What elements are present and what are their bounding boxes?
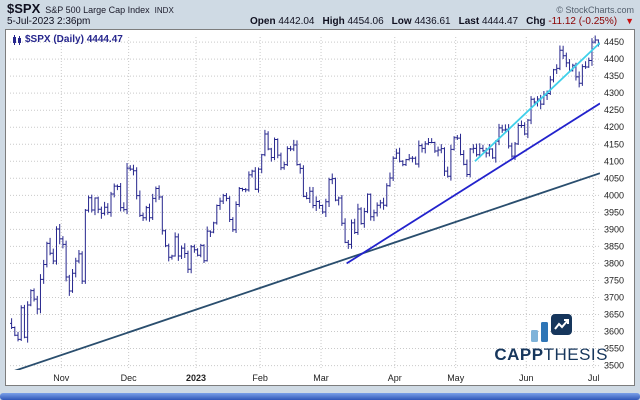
high-value: 4454.06 <box>347 16 384 27</box>
y-axis-label: 3650 <box>604 310 624 320</box>
y-axis-label: 4250 <box>604 105 624 115</box>
y-axis-label: 3550 <box>604 344 624 354</box>
y-axis-label: 4100 <box>604 156 624 166</box>
y-axis-label: 3800 <box>604 258 624 268</box>
down-arrow-icon: ▼ <box>625 16 634 26</box>
chart-panel: 4450 4400 4350 4300 4250 4200 4150 4100 4050 4000… <box>5 29 635 386</box>
x-axis-label: Jul <box>588 373 600 383</box>
logo-text-thesis: THESIS <box>543 345 608 364</box>
ohlc-quote: Open 4442.04 High 4454.06 Low 4436.61 La… <box>250 16 634 27</box>
series-label-text: $SPX (Daily) 4444.47 <box>25 34 123 45</box>
symbol: $SPX <box>7 1 41 16</box>
x-axis-label: Mar <box>313 373 329 383</box>
open-label: Open <box>250 16 276 27</box>
y-axis-label: 3850 <box>604 241 624 251</box>
quote-high: High 4454.06 <box>323 16 384 27</box>
y-axis-label: 4200 <box>604 122 624 132</box>
price-series <box>10 35 600 343</box>
y-axis-label: 3750 <box>604 275 624 285</box>
x-axis-label: May <box>447 373 465 383</box>
candlestick-icon <box>13 34 21 45</box>
x-axis-label: Dec <box>121 373 138 383</box>
y-axis-label: 3950 <box>604 207 624 217</box>
high-label: High <box>322 16 345 27</box>
long-term-trendline <box>14 172 600 370</box>
x-axis-label: Feb <box>252 373 268 383</box>
y-axis-label: 4300 <box>604 88 624 98</box>
x-axis-label: Nov <box>53 373 70 383</box>
short-term-trendline <box>474 42 600 162</box>
quote-last: Last 4444.47 <box>459 16 519 27</box>
cappthesis-logo-icon <box>531 314 573 342</box>
y-axis-label: 4450 <box>604 37 624 47</box>
quote-low: Low 4436.61 <box>392 16 451 27</box>
stockcharts-copyright-link[interactable]: © StockCharts.com <box>556 5 634 15</box>
datetime: 5-Jul-2023 2:36pm <box>7 16 91 27</box>
low-value: 4436.61 <box>414 16 451 27</box>
y-axis-label: 3700 <box>604 292 624 302</box>
chg-value: -11.12 (-0.25%) <box>548 16 618 27</box>
quote-change: Chg -11.12 (-0.25%) <box>526 16 617 27</box>
y-axis-label: 4000 <box>604 190 624 200</box>
exchange-label: INDX <box>154 6 174 15</box>
y-axis-label: 4350 <box>604 71 624 81</box>
logo-text-capp: CAPP <box>494 345 544 364</box>
x-axis-label: Jun <box>519 373 534 383</box>
medium-term-trendline <box>346 102 600 265</box>
chg-label: Chg <box>526 16 546 27</box>
bottom-scrollbar[interactable] <box>0 393 640 400</box>
open-value: 4442.04 <box>278 16 315 27</box>
cappthesis-logo-text: CAPPTHESIS <box>494 345 608 365</box>
plot-area <box>10 35 600 370</box>
y-axis-label: 4400 <box>604 54 624 64</box>
x-axis-label: 2023 <box>186 373 206 383</box>
cappthesis-logo: CAPPTHESIS <box>494 313 608 365</box>
quote-bar: 5-Jul-2023 2:36pm Open 4442.04 High 4454… <box>7 16 634 27</box>
y-axis-label: 3900 <box>604 224 624 234</box>
x-axis-label: Apr <box>388 373 402 383</box>
low-label: Low <box>391 16 412 27</box>
series-label: $SPX (Daily) 4444.47 <box>13 34 123 45</box>
y-axis-label: 4050 <box>604 173 624 183</box>
y-axis-label: 3500 <box>604 361 624 371</box>
index-name: S&P 500 Large Cap Index <box>45 5 150 15</box>
last-value: 4444.47 <box>481 16 519 27</box>
y-axis-label: 3600 <box>604 327 624 337</box>
title-bar: $SPX S&P 500 Large Cap Index INDX © Stoc… <box>7 1 634 16</box>
price-chart: 4450 4400 4350 4300 4250 4200 4150 4100 4050 4000… <box>10 35 624 383</box>
last-label: Last <box>458 16 480 27</box>
y-axis-label: 4150 <box>604 139 624 149</box>
quote-open: Open 4442.04 <box>250 16 315 27</box>
